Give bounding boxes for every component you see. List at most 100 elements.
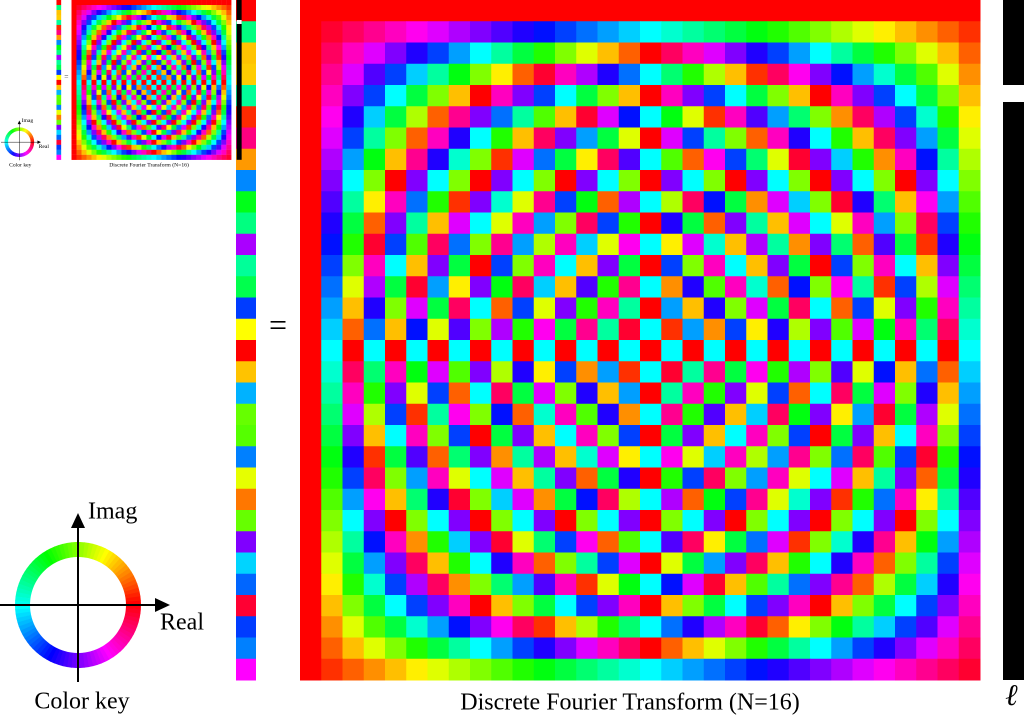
imag-arrow [71, 513, 85, 528]
matrix-cell [682, 127, 705, 150]
color-key-segment [5, 146, 10, 150]
matrix-cell [141, 99, 147, 105]
matrix-cell [131, 39, 137, 46]
matrix-cell [206, 154, 212, 160]
matrix-cell [106, 19, 112, 26]
matrix-cell [576, 297, 598, 320]
matrix-cell [491, 85, 513, 107]
matrix-cell [111, 64, 117, 71]
matrix-cell [171, 69, 177, 76]
matrix-cell [221, 134, 227, 140]
matrix-cell [206, 24, 212, 31]
matrix-cell [746, 403, 768, 426]
vector-cell [236, 573, 256, 596]
matrix-cell [703, 425, 726, 447]
matrix-cell [810, 21, 832, 43]
matrix-cell [151, 124, 157, 130]
matrix-cell [181, 24, 187, 31]
matrix-cell [196, 134, 202, 140]
matrix-cell [852, 63, 875, 86]
matrix-cell [363, 0, 386, 22]
matrix-cell [448, 106, 471, 128]
matrix-cell [131, 59, 137, 66]
matrix-cell [958, 297, 981, 320]
matrix-cell [597, 85, 620, 107]
matrix-cell [767, 297, 790, 320]
matrix-cell [640, 127, 662, 150]
matrix-cell [191, 9, 197, 16]
matrix-cell [703, 127, 726, 150]
matrix-cell [895, 148, 917, 171]
matrix-cell [937, 42, 960, 65]
matrix-cell [186, 69, 192, 76]
matrix-cell [96, 49, 102, 56]
matrix-cell [703, 148, 726, 171]
matrix-cell [342, 106, 365, 128]
matrix-cell [201, 94, 207, 100]
matrix-cell [321, 531, 343, 553]
matrix-cell [111, 94, 117, 100]
matrix-cell [512, 467, 535, 490]
matrix-cell [191, 154, 197, 160]
matrix-cell [156, 89, 162, 95]
matrix-cell [937, 148, 960, 171]
matrix-cell [427, 191, 450, 213]
matrix-cell [555, 488, 577, 511]
matrix-cell [71, 154, 77, 160]
matrix-cell [181, 79, 187, 86]
matrix-cell [161, 54, 167, 61]
matrix-cell [788, 425, 811, 447]
matrix-cell [916, 191, 938, 213]
matrix-cell [181, 89, 187, 95]
matrix-cell [916, 276, 938, 298]
matrix-cell [106, 109, 112, 115]
imag-label: Imag [22, 118, 34, 124]
matrix-cell [895, 658, 917, 681]
matrix-cell [852, 127, 875, 150]
matrix-cell [661, 255, 683, 277]
matrix-cell [342, 21, 365, 43]
matrix-cell [576, 488, 598, 511]
matrix-cell [491, 510, 513, 532]
color-key-segment [101, 550, 114, 566]
matrix-cell [342, 233, 365, 256]
matrix-cell [131, 9, 137, 16]
matrix-cell [71, 139, 77, 145]
matrix-cell [216, 69, 222, 76]
matrix-cell [746, 127, 768, 150]
matrix-cell [111, 29, 117, 36]
matrix-cell [406, 616, 428, 638]
matrix-cell [363, 616, 386, 638]
matrix-cell [512, 488, 535, 511]
matrix-cell [342, 297, 365, 320]
matrix-cell [810, 63, 832, 86]
matrix-cell [703, 573, 726, 596]
matrix-cell [121, 74, 127, 81]
matrix-cell [96, 109, 102, 115]
matrix-cell [852, 573, 875, 596]
matrix-cell [597, 233, 620, 256]
matrix-cell [703, 361, 726, 383]
matrix-cell [363, 637, 386, 660]
matrix-cell [746, 510, 768, 532]
matrix-cell [211, 74, 217, 81]
matrix-cell [916, 616, 938, 638]
matrix-cell [216, 114, 222, 120]
matrix-cell [491, 191, 513, 213]
matrix-cell [746, 382, 768, 405]
vector-cell [236, 552, 256, 575]
matrix-cell [146, 104, 152, 110]
color-key-segment [17, 153, 20, 157]
matrix-cell [206, 34, 212, 41]
matrix-cell [211, 19, 217, 26]
matrix-cell [916, 637, 938, 660]
color-key-segment [107, 640, 121, 655]
color-key-segment [30, 137, 34, 140]
matrix-cell [427, 106, 450, 128]
matrix-cell [111, 119, 117, 125]
matrix-cell [181, 9, 187, 16]
matrix-cell [873, 658, 896, 681]
matrix-cell [852, 382, 875, 405]
matrix-cell [852, 425, 875, 447]
matrix-cell [555, 148, 577, 171]
